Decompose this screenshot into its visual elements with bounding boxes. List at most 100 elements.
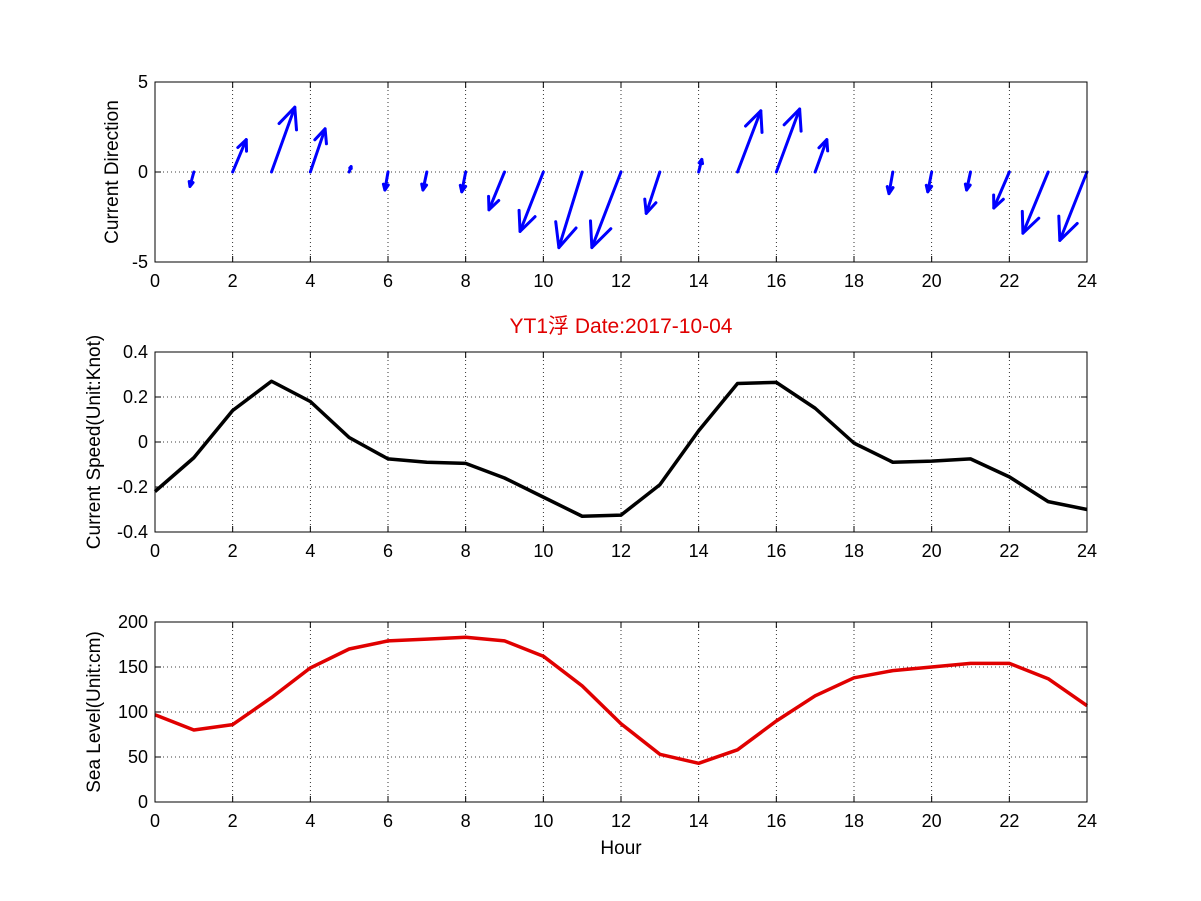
series-line: [153, 379, 1088, 518]
quiver-arrow: [517, 170, 545, 233]
x-tick-label: 12: [611, 271, 631, 291]
arrow-head: [313, 127, 328, 146]
x-tick-label: 20: [922, 271, 942, 291]
x-tick-label: 4: [305, 271, 315, 291]
quiver-arrow: [1020, 170, 1050, 235]
arrow-head: [381, 182, 390, 192]
arrow-head: [697, 157, 705, 166]
quiver-arrow: [347, 165, 353, 174]
y-tick-label: 0: [138, 432, 148, 452]
arrow-shaft: [992, 170, 1011, 210]
x-tick-label: 10: [533, 541, 553, 561]
x-tick-label: 12: [611, 811, 631, 831]
quiver-arrow: [231, 138, 249, 174]
arrow-head: [643, 197, 658, 215]
arrow-shaft: [736, 109, 763, 174]
arrow-head: [517, 208, 537, 233]
arrow-head: [1020, 209, 1041, 235]
y-tick-label: 0.2: [123, 387, 148, 407]
x-tick-label: 14: [689, 271, 709, 291]
y-tick-label: -0.4: [117, 522, 148, 542]
quiver-arrow: [308, 127, 328, 174]
arrow-head: [420, 182, 429, 192]
quiver-arrow: [697, 157, 705, 174]
x-tick-label: 8: [461, 541, 471, 561]
arrow-shaft: [644, 170, 662, 215]
quiver-arrow: [381, 170, 390, 192]
x-tick-label: 4: [305, 811, 315, 831]
arrow-head: [348, 165, 353, 170]
x-tick-label: 12: [611, 541, 631, 561]
quiver-arrow: [774, 107, 803, 174]
arrow-head: [588, 219, 613, 250]
x-tick-label: 6: [383, 271, 393, 291]
arrow-head: [924, 183, 934, 194]
x-tick-label: 20: [922, 541, 942, 561]
arrow-head: [236, 138, 249, 153]
quiver-arrow: [588, 170, 623, 250]
arrow-shaft: [231, 138, 248, 174]
arrow-head: [963, 182, 972, 192]
quiver-arrow: [992, 170, 1011, 210]
arrow-head: [744, 109, 764, 134]
arrow-head: [1057, 214, 1079, 242]
x-tick-label: 14: [689, 811, 709, 831]
y-axis-label: Current Direction: [102, 100, 123, 244]
arrow-head: [782, 107, 803, 133]
arrow-head: [487, 194, 501, 212]
arrow-shaft: [774, 107, 802, 174]
x-tick-label: 14: [689, 541, 709, 561]
quiver-arrow: [813, 138, 830, 174]
arrow-head: [277, 105, 298, 132]
y-tick-label: -0.2: [117, 477, 148, 497]
y-tick-label: 0: [138, 792, 148, 812]
x-tick-label: 22: [999, 541, 1019, 561]
x-tick-label: 8: [461, 811, 471, 831]
y-tick-label: 0: [138, 162, 148, 182]
arrow-shaft: [1021, 170, 1050, 235]
x-tick-label: 0: [150, 271, 160, 291]
x-tick-label: 24: [1077, 541, 1097, 561]
quiver-arrow: [554, 170, 584, 250]
arrow-shaft: [813, 138, 829, 174]
x-tick-label: 8: [461, 271, 471, 291]
x-tick-label: 24: [1077, 271, 1097, 291]
quiver-arrow: [187, 170, 196, 188]
x-tick-label: 0: [150, 811, 160, 831]
arrow-head: [554, 220, 578, 250]
x-tick-label: 2: [228, 811, 238, 831]
arrow-shaft: [308, 127, 327, 174]
figure-title: YT1浮 Date:2017-10-04: [510, 315, 733, 338]
arrow-shaft: [1058, 170, 1089, 242]
y-axis-label: Sea Level(Unit:cm): [84, 631, 105, 793]
quiver-arrow: [643, 170, 662, 215]
arrow-shaft: [270, 105, 297, 174]
x-tick-label: 18: [844, 811, 864, 831]
arrow-head: [817, 138, 830, 153]
y-tick-label: 50: [128, 747, 148, 767]
x-tick-label: 16: [766, 811, 786, 831]
x-tick-label: 10: [533, 811, 553, 831]
x-tick-label: 16: [766, 541, 786, 561]
current-speed-panel: 0 2 4 6 8 10 12 14 16 18 20 22 24-0.4-0.200.20.4Curr…: [84, 335, 1097, 561]
x-tick-label: 0: [150, 541, 160, 561]
x-tick-label: 6: [383, 541, 393, 561]
y-tick-label: 5: [138, 72, 148, 92]
x-tick-label: 6: [383, 811, 393, 831]
x-tick-label: 20: [922, 811, 942, 831]
quiver-arrow: [270, 105, 298, 174]
arrow-head: [992, 193, 1005, 210]
series-line: [154, 635, 1088, 766]
x-tick-label: 2: [228, 541, 238, 561]
y-tick-label: 150: [118, 657, 148, 677]
x-tick-label: 18: [844, 541, 864, 561]
x-tick-label: 18: [844, 271, 864, 291]
x-tick-label: 22: [999, 271, 1019, 291]
arrow-shaft: [487, 170, 506, 212]
x-tick-label: 22: [999, 811, 1019, 831]
y-tick-label: 200: [118, 612, 148, 632]
x-axis-label: Hour: [600, 838, 642, 859]
